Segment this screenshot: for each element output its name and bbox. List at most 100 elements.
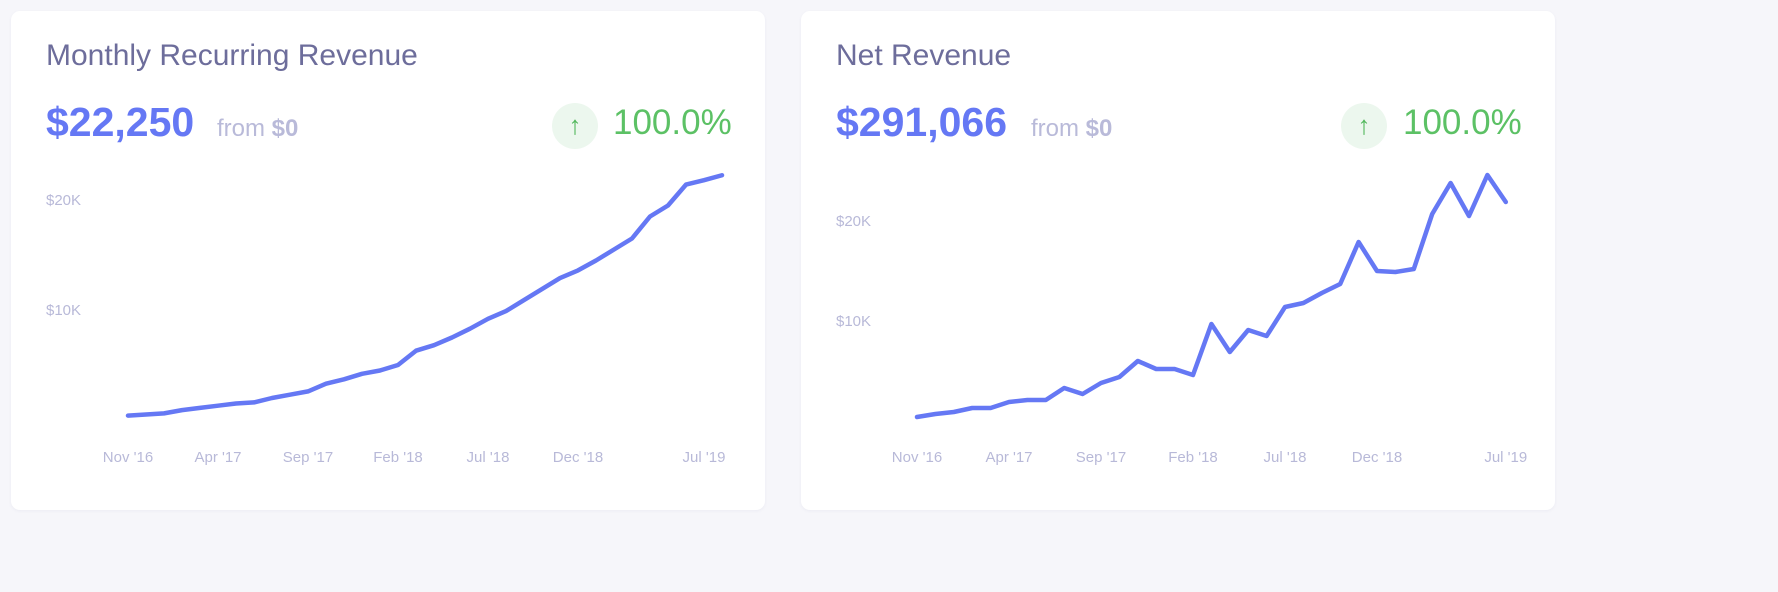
data-point[interactable] [1132, 355, 1144, 367]
data-point[interactable] [1463, 210, 1475, 222]
data-point[interactable] [248, 396, 260, 408]
data-point[interactable] [536, 283, 548, 295]
data-point[interactable] [1500, 196, 1512, 208]
net-revenue-chart: $10K $20K Nov '16 Apr '17 Sep '17 Feb '18 Jul … [836, 169, 1527, 466]
data-point[interactable] [140, 409, 152, 421]
x-tick-label: Sep '17 [1076, 449, 1126, 466]
x-tick-label: Apr '17 [194, 449, 241, 466]
data-point[interactable] [1077, 388, 1089, 400]
data-point[interactable] [1353, 236, 1365, 248]
data-point[interactable] [302, 385, 314, 397]
from-label: from [217, 115, 265, 142]
arrow-up-icon: ↑ [1341, 103, 1387, 149]
data-point[interactable] [1224, 346, 1236, 358]
y-tick-label: $20K [46, 192, 81, 209]
change-percent: 100.0% [613, 103, 732, 142]
data-point[interactable] [1113, 371, 1125, 383]
data-point[interactable] [428, 339, 440, 351]
data-point[interactable] [1169, 363, 1181, 375]
data-point[interactable] [1187, 369, 1199, 381]
data-point[interactable] [644, 211, 656, 223]
data-point[interactable] [716, 169, 728, 181]
data-point[interactable] [662, 200, 674, 212]
x-tick-label: Nov '16 [103, 449, 153, 466]
x-tick-label: Sep '17 [283, 449, 333, 466]
data-point[interactable] [554, 272, 566, 284]
data-point[interactable] [500, 305, 512, 317]
data-point[interactable] [1426, 208, 1438, 220]
data-point[interactable] [464, 323, 476, 335]
data-point[interactable] [985, 402, 997, 414]
from-value: $0 [271, 115, 299, 142]
data-point[interactable] [966, 402, 978, 414]
data-point[interactable] [1445, 177, 1457, 189]
data-point[interactable] [284, 389, 296, 401]
x-tick-label: Nov '16 [892, 449, 942, 466]
data-point[interactable] [572, 264, 584, 276]
data-point[interactable] [410, 345, 422, 357]
x-tick-label: Jul '19 [1484, 449, 1527, 466]
x-tick-label: Dec '18 [553, 449, 603, 466]
data-point[interactable] [590, 255, 602, 267]
x-tick-label: Jul '18 [467, 449, 510, 466]
data-point[interactable] [1058, 382, 1070, 394]
data-point[interactable] [1242, 324, 1254, 336]
data-point[interactable] [356, 368, 368, 380]
data-point[interactable] [1408, 263, 1420, 275]
metric-value: $22,250 [46, 99, 195, 145]
data-point[interactable] [320, 378, 332, 390]
data-point[interactable] [392, 359, 404, 371]
data-point[interactable] [929, 408, 941, 420]
x-tick-label: Feb '18 [373, 449, 423, 466]
data-point[interactable] [1389, 266, 1401, 278]
data-point[interactable] [1150, 363, 1162, 375]
data-point[interactable] [626, 233, 638, 245]
y-tick-label: $20K [836, 213, 871, 230]
series-line [125, 173, 725, 418]
y-tick-label: $10K [46, 302, 81, 319]
net-revenue-card[interactable]: Net Revenue $291,066 from $0 ↑ 100.0% $1… [801, 11, 1555, 510]
y-tick-label: $10K [836, 313, 871, 330]
from-label: from [1031, 115, 1079, 142]
from-text: from $0 [217, 115, 298, 143]
from-text: from $0 [1031, 115, 1112, 143]
data-point[interactable] [230, 398, 242, 410]
x-tick-label: Feb '18 [1168, 449, 1218, 466]
data-point[interactable] [1297, 297, 1309, 309]
data-point[interactable] [1003, 396, 1015, 408]
data-point[interactable] [1205, 318, 1217, 330]
data-point[interactable] [1261, 330, 1273, 342]
data-point[interactable] [1371, 265, 1383, 277]
data-point[interactable] [374, 365, 386, 377]
mrr-card[interactable]: Monthly Recurring Revenue $22,250 from $… [11, 11, 765, 510]
data-point[interactable] [446, 332, 458, 344]
card-title: Net Revenue [836, 39, 1012, 72]
data-point[interactable] [122, 410, 134, 422]
series-line [914, 172, 1509, 420]
card-title: Monthly Recurring Revenue [46, 39, 418, 72]
data-point[interactable] [518, 294, 530, 306]
data-point[interactable] [1040, 394, 1052, 406]
data-point[interactable] [194, 402, 206, 414]
data-point[interactable] [158, 407, 170, 419]
data-point[interactable] [1481, 169, 1493, 181]
data-point[interactable] [911, 411, 923, 423]
data-point[interactable] [1095, 377, 1107, 389]
data-point[interactable] [212, 400, 224, 412]
metric-value: $291,066 [836, 99, 1008, 145]
x-tick-label: Apr '17 [985, 449, 1032, 466]
data-point[interactable] [1334, 278, 1346, 290]
data-point[interactable] [338, 373, 350, 385]
data-point[interactable] [176, 404, 188, 416]
data-point[interactable] [1279, 301, 1291, 313]
x-tick-label: Dec '18 [1352, 449, 1402, 466]
data-point[interactable] [482, 313, 494, 325]
data-point[interactable] [680, 179, 692, 191]
data-point[interactable] [608, 244, 620, 256]
data-point[interactable] [698, 174, 710, 186]
x-tick-label: Jul '18 [1264, 449, 1307, 466]
data-point[interactable] [266, 392, 278, 404]
data-point[interactable] [948, 406, 960, 418]
data-point[interactable] [1021, 394, 1033, 406]
data-point[interactable] [1316, 287, 1328, 299]
